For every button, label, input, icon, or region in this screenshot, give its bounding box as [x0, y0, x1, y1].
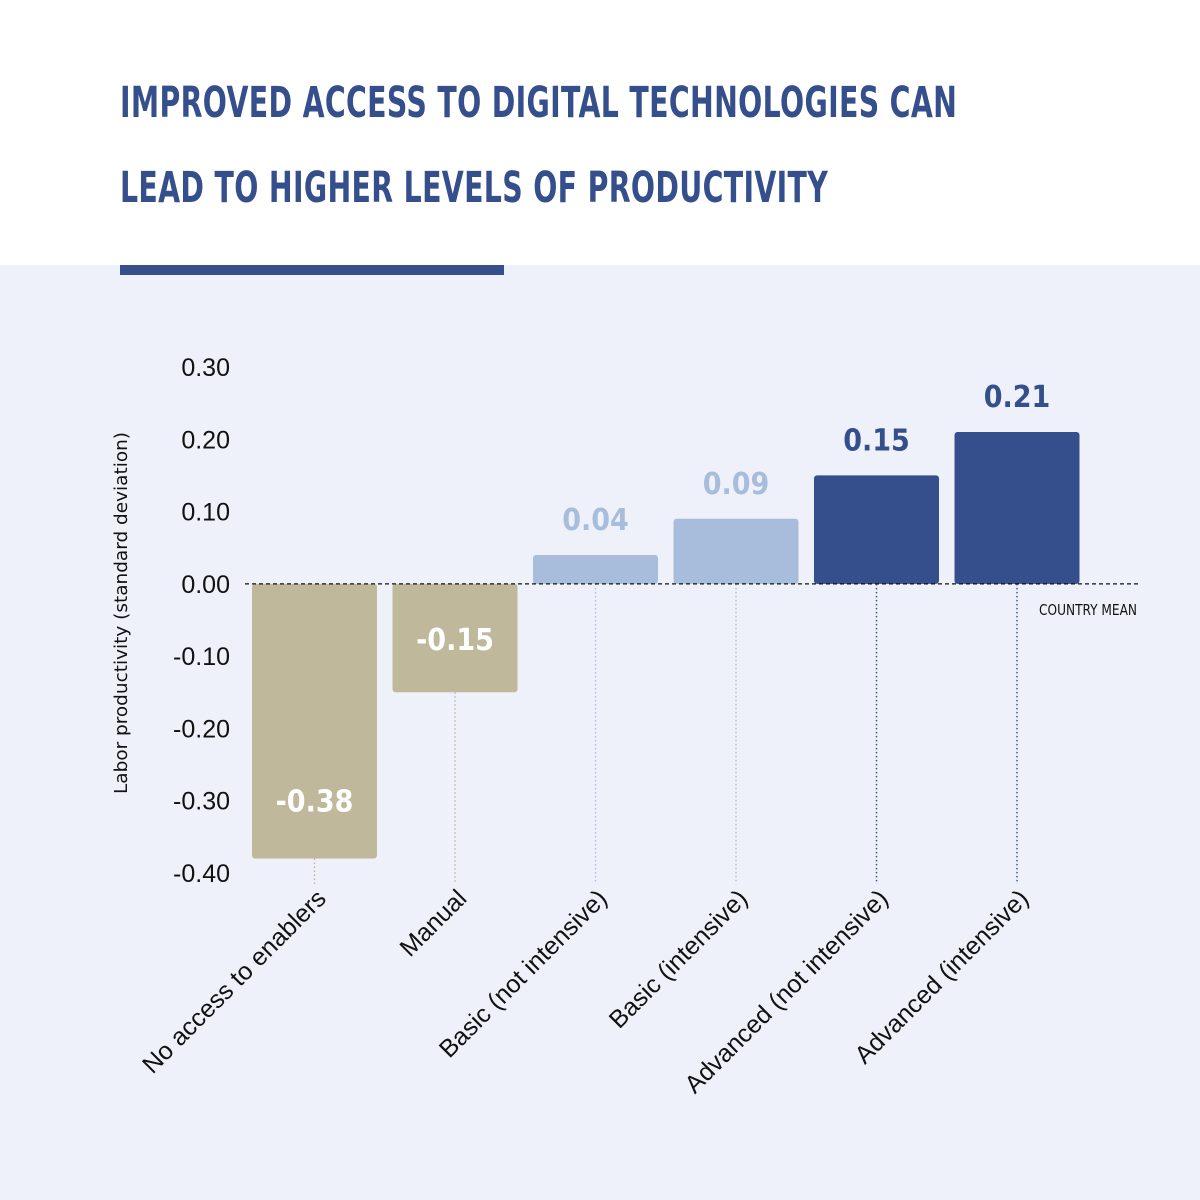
bar [392, 583, 518, 693]
bar [252, 583, 377, 859]
y-tick-label: 0.30 [181, 354, 230, 382]
x-tick-label: Basic (intensive) [604, 884, 753, 1033]
data-label: -0.15 [416, 623, 494, 658]
chart-title-line-1: IMPROVED ACCESS TO DIGITAL TECHNOLOGIES … [120, 78, 958, 128]
data-label: 0.04 [562, 503, 629, 538]
y-tick-label: -0.20 [173, 715, 230, 743]
bar [533, 554, 658, 584]
x-tick-label: Manual [394, 884, 472, 962]
data-label: -0.38 [276, 785, 354, 820]
y-tick-label: -0.10 [173, 643, 230, 671]
x-tick-label: No access to enablers [137, 884, 332, 1079]
category-leader-lines [313, 583, 1018, 884]
data-labels: -0.38 -0.15 0.04 0.09 0.15 0.21 [276, 380, 1051, 819]
title-underline [120, 265, 504, 275]
bars [252, 432, 1080, 859]
data-label: 0.09 [703, 467, 770, 502]
bar [673, 518, 799, 584]
y-tick-label: 0.20 [181, 426, 230, 454]
country-mean-label: COUNTRY MEAN [1039, 601, 1137, 619]
y-tick-label: 0.00 [181, 571, 230, 599]
y-tick-label: 0.10 [181, 499, 230, 527]
y-axis-ticks: 0.30 0.20 0.10 0.00 -0.10 -0.20 -0.30 -0.40 [173, 354, 230, 888]
y-tick-label: -0.40 [173, 860, 230, 888]
chart-title-line-2: LEAD TO HIGHER LEVELS OF PRODUCTIVITY [120, 163, 829, 213]
data-label: 0.15 [843, 423, 910, 458]
y-axis-label: Labor productivity (standard deviation) [111, 432, 132, 794]
y-tick-label: -0.30 [173, 788, 230, 816]
header-panel [0, 0, 1200, 265]
bar [814, 475, 939, 584]
bar [954, 432, 1080, 584]
data-label: 0.21 [984, 380, 1051, 415]
